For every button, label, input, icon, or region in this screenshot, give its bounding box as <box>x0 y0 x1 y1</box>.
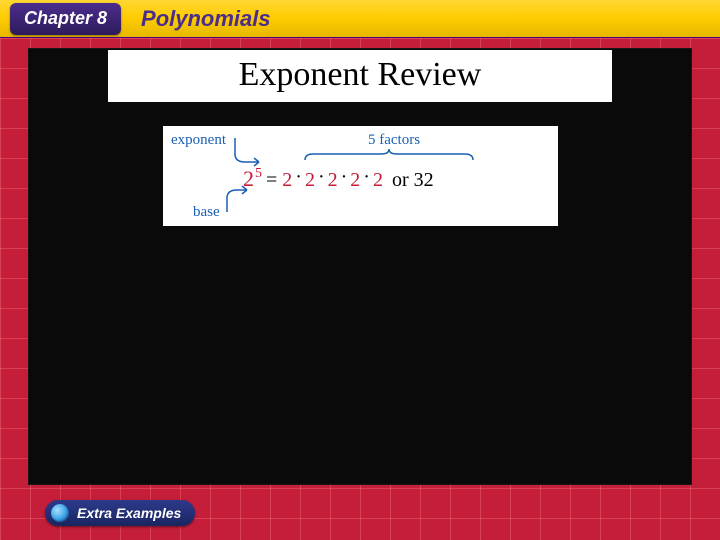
chapter-tab: Chapter 8 <box>10 3 121 35</box>
page-title: Exponent Review <box>108 50 612 102</box>
factor-3: 2 <box>350 169 360 191</box>
dot-icon: · <box>315 166 328 188</box>
factor-0: 2 <box>282 169 292 191</box>
equals-sign: = <box>266 169 277 191</box>
brace-icon <box>303 148 475 162</box>
content-area: Exponent Review exponent base 5 factors <box>28 48 692 485</box>
factor-2: 2 <box>328 169 338 191</box>
factor-4: 2 <box>373 169 383 191</box>
frame: Exponent Review exponent base 5 factors <box>0 38 720 540</box>
extra-examples-button[interactable]: Extra Examples <box>45 500 195 526</box>
or-word: or <box>388 169 409 191</box>
dot-icon: · <box>360 166 373 188</box>
factor-1: 2 <box>305 169 315 191</box>
globe-icon <box>51 504 69 522</box>
base-value: 2 <box>243 166 254 191</box>
chapter-label: Chapter 8 <box>24 8 107 29</box>
slide: Chapter 8 Polynomials Exponent Review ex… <box>0 0 720 540</box>
header-bar: Chapter 8 Polynomials <box>0 0 720 38</box>
label-base: base <box>193 204 220 221</box>
result-value: 32 <box>414 169 434 191</box>
label-factors: 5 factors <box>368 132 420 149</box>
dot-icon: · <box>338 166 351 188</box>
exponent-value: 5 <box>255 166 262 181</box>
dot-icon: · <box>292 166 305 188</box>
extra-examples-label: Extra Examples <box>77 505 181 521</box>
math-inner: exponent base 5 factors <box>163 126 558 226</box>
topic-title: Polynomials <box>141 6 271 32</box>
label-exponent: exponent <box>171 132 226 149</box>
math-callout: exponent base 5 factors <box>163 126 558 226</box>
expression: 25 = 2·2·2·2·2 or 32 <box>243 166 434 192</box>
